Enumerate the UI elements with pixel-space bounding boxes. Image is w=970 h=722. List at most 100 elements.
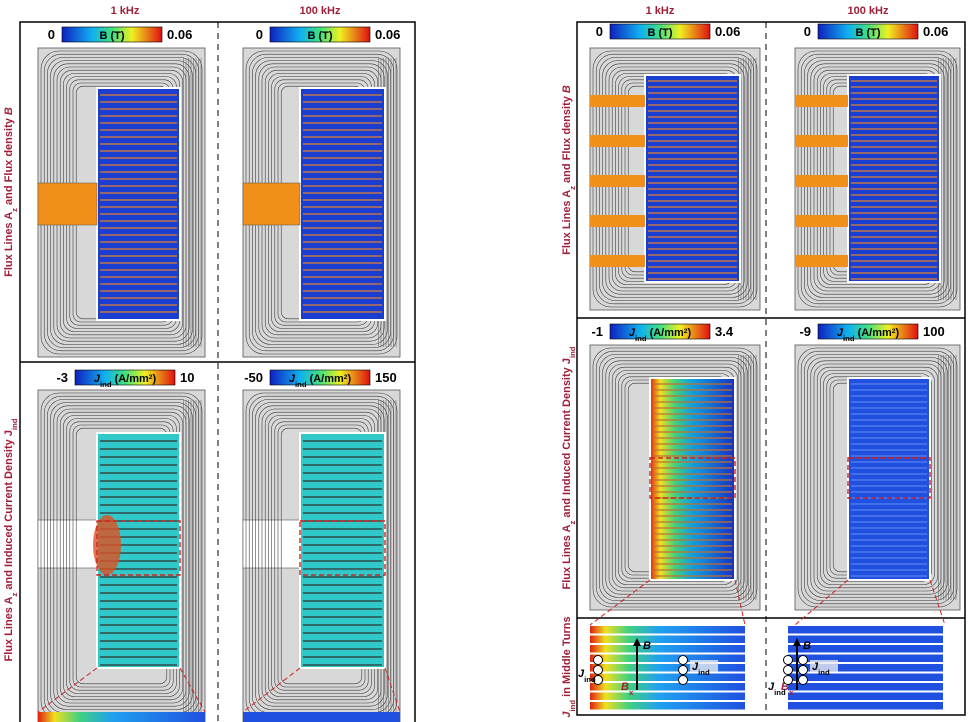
winding — [96, 87, 181, 321]
field-x-label: Bx — [621, 681, 634, 697]
flux-line — [804, 354, 951, 601]
colorbar — [609, 323, 711, 340]
text-part: ind — [843, 334, 855, 343]
gap-field — [37, 182, 98, 226]
colorbar-max: 0.06 — [923, 24, 948, 39]
label-bg — [690, 660, 718, 672]
colorbar — [817, 23, 919, 40]
gap-field — [590, 95, 645, 107]
text-part: (A/mm — [855, 327, 893, 339]
colorbar-max: 0.06 — [375, 27, 400, 42]
winding — [299, 432, 386, 669]
text-part: ind — [10, 418, 19, 430]
colorbar-max: 100 — [923, 324, 945, 339]
flux-line — [255, 402, 388, 710]
text-part: (A/mm — [307, 373, 345, 385]
turn-strip — [590, 673, 745, 681]
text-part: ind — [584, 675, 596, 684]
turn-strip — [788, 635, 943, 643]
field-label: B — [643, 640, 651, 652]
turn-strip — [788, 664, 943, 672]
text-part: B — [561, 85, 573, 93]
text-part: ) — [152, 373, 156, 385]
column-header: 100 kHz — [300, 5, 341, 17]
colorbar-max: 150 — [375, 370, 397, 385]
text-part: ind — [698, 668, 710, 677]
text-part: B — [621, 681, 629, 693]
row-label: Flux Lines Az and Induced Current Densit… — [561, 346, 577, 589]
zoom-line — [37, 667, 98, 713]
text-part: ) — [895, 327, 899, 339]
row-label: Jind in Middle Turns — [561, 616, 577, 717]
text-part: z — [10, 208, 19, 212]
colorbar-max: 10 — [180, 370, 194, 385]
text-part: (A/mm — [112, 373, 150, 385]
row-label: Flux Lines Az and Induced Current Densit… — [3, 418, 19, 661]
text-part: J — [561, 711, 573, 718]
turn-strip — [788, 692, 943, 700]
right-frame — [576, 21, 966, 716]
text-part: J — [289, 373, 296, 385]
text-part: ) — [687, 327, 691, 339]
current-symbol — [678, 665, 688, 675]
text-part: J — [837, 327, 844, 339]
turn-strip — [590, 702, 745, 710]
colorbar-min: 0 — [804, 24, 811, 39]
text-part: Flux Lines A — [561, 524, 573, 589]
turn-strip — [788, 626, 943, 634]
text-part: J — [578, 668, 585, 680]
colorbar-label: B (T) — [99, 30, 124, 42]
gap-field — [590, 135, 645, 147]
gap-field — [795, 215, 848, 227]
text-part: Flux Lines A — [3, 212, 15, 277]
flux-line — [59, 411, 184, 701]
colorbar-label: Jind (A/mm2) — [289, 373, 352, 389]
colorbar — [61, 26, 163, 43]
zoom-line — [179, 667, 206, 713]
colorbar-min: -50 — [244, 370, 263, 385]
text-part: 2 — [344, 374, 348, 381]
turn-strip — [788, 673, 943, 681]
text-part: J — [94, 373, 101, 385]
text-part: x — [629, 688, 634, 697]
text-part: B — [3, 107, 15, 115]
label-bg — [810, 660, 838, 672]
text-part: 2 — [892, 328, 896, 335]
turn-strip — [590, 626, 745, 634]
colorbar — [269, 369, 371, 386]
current-label: Jind — [692, 661, 710, 677]
text-part: J — [812, 661, 819, 673]
colorbar — [817, 323, 919, 340]
text-part: B — [781, 681, 789, 693]
text-part: ind — [568, 346, 577, 358]
colorbar — [74, 369, 176, 386]
text-part: z — [10, 592, 19, 596]
turn-strip — [788, 702, 943, 710]
flux-line — [592, 347, 758, 608]
current-label: Jind — [812, 661, 830, 677]
gap-field — [795, 255, 848, 267]
text-part: Flux Lines A — [3, 596, 15, 661]
flux-line — [816, 366, 939, 589]
turn-strip — [590, 635, 745, 643]
zoom-line — [242, 667, 301, 713]
flux-line — [800, 350, 955, 605]
winding — [299, 87, 386, 321]
zoom-box — [847, 457, 931, 499]
turn-strip — [788, 654, 943, 662]
zoom-line — [794, 579, 849, 626]
colorbar-label: Jind (A/mm2) — [837, 327, 900, 343]
colorbar-label: Jind (A/mm2) — [629, 327, 692, 343]
text-part: ind — [100, 380, 112, 389]
colorbar-min: 0 — [256, 27, 263, 42]
colorbar-min: -9 — [799, 324, 811, 339]
flux-line — [50, 402, 193, 710]
text-part: 2 — [149, 374, 153, 381]
flux-line — [807, 357, 948, 598]
current-symbol — [783, 665, 793, 675]
text-part: z — [568, 186, 577, 190]
current-symbol — [678, 675, 688, 685]
field-label: B — [803, 640, 811, 652]
turn-strip — [590, 692, 745, 700]
